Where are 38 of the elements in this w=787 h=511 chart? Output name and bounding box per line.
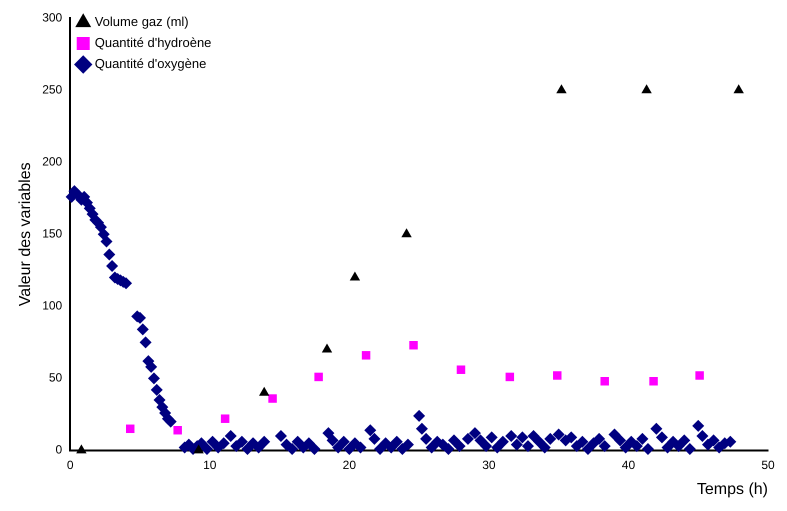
y-tick-label: 150 (42, 226, 63, 241)
point (401, 228, 412, 238)
legend-label: Quantité d'oxygène (94, 56, 206, 72)
point (268, 394, 277, 403)
point (600, 377, 609, 386)
legend-label: Quantité d'hydroène (94, 35, 212, 50)
point (322, 344, 332, 353)
legend-label: Volume gaz (ml) (94, 14, 189, 30)
y-tick-label: 300 (42, 10, 63, 25)
point (649, 377, 658, 386)
y-axis-title: Valeur des variables (17, 162, 34, 306)
x-axis-title: Temps (h) (696, 480, 768, 498)
point (350, 272, 360, 281)
x-tick-label: 40 (622, 458, 636, 472)
point (362, 351, 370, 360)
y-tick-label: 100 (42, 298, 63, 313)
x-tick-label: 50 (761, 458, 775, 472)
point (506, 372, 514, 382)
point (220, 414, 230, 423)
point (126, 424, 134, 434)
x-tick-label: 0 (66, 458, 74, 472)
point (641, 84, 652, 94)
point (456, 365, 466, 374)
point (695, 371, 704, 380)
y-tick-label: 200 (42, 154, 63, 169)
point (556, 84, 567, 94)
x-tick-label: 30 (482, 458, 496, 472)
y-tick-label: 50 (48, 370, 63, 385)
y-tick-label: 250 (42, 82, 63, 97)
point (733, 84, 744, 94)
x-tick-label: 10 (203, 458, 217, 472)
y-tick-label: 0 (56, 442, 63, 457)
point (409, 340, 418, 350)
point (259, 386, 270, 396)
point (553, 371, 562, 380)
point (173, 426, 182, 434)
point (314, 372, 323, 382)
x-tick-label: 20 (342, 458, 356, 472)
